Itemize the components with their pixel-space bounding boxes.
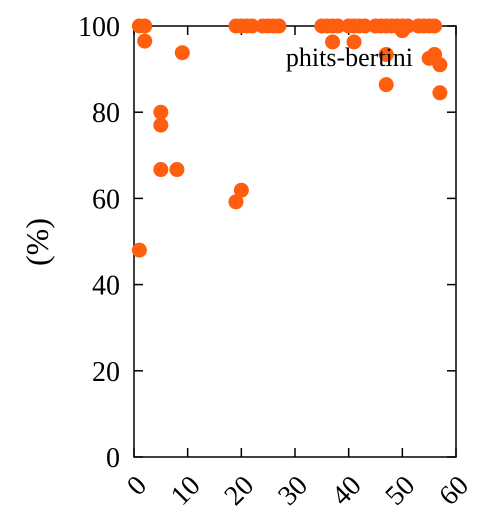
legend: phits-bertini (286, 43, 413, 72)
x-tick-label: 10 (165, 470, 207, 512)
x-tick-label: 20 (219, 470, 261, 512)
data-point (357, 18, 373, 34)
data-point (233, 182, 249, 198)
y-axis-label: (%) (19, 218, 55, 266)
data-point (153, 117, 169, 133)
data-point (271, 18, 287, 34)
y-tick-label: 80 (92, 98, 120, 129)
x-tick-label: 30 (272, 470, 314, 512)
plot-border (133, 25, 457, 458)
data-point (432, 85, 448, 101)
data-point (153, 104, 169, 120)
data-point (432, 57, 448, 73)
axis-ticks (133, 25, 457, 458)
data-point (330, 18, 346, 34)
data-point (325, 34, 341, 50)
plot-frame (133, 25, 457, 458)
data-point (346, 34, 362, 50)
data-point (169, 162, 185, 178)
data-point (137, 18, 153, 34)
data-points (131, 18, 448, 258)
legend-label: phits-bertini (286, 43, 413, 72)
data-point (378, 46, 394, 62)
y-tick-label: 60 (92, 184, 120, 215)
data-point (378, 77, 394, 93)
data-point (244, 18, 260, 34)
y-tick-label: 100 (78, 12, 120, 43)
data-point (137, 33, 153, 49)
tick-labels: 0 20 40 60 80 100 0 10 20 30 40 50 60 (78, 12, 475, 512)
data-point (174, 45, 190, 61)
data-point (131, 242, 147, 258)
y-tick-label: 20 (92, 357, 120, 388)
data-point (228, 194, 244, 210)
y-tick-label: 0 (106, 443, 120, 474)
data-point (400, 18, 416, 34)
x-tick-label: 0 (121, 470, 153, 502)
data-point (153, 162, 169, 178)
y-tick-label: 40 (92, 271, 120, 302)
x-tick-label: 60 (433, 470, 475, 512)
x-tick-label: 40 (326, 470, 368, 512)
x-tick-label: 50 (380, 470, 422, 512)
data-point (427, 18, 443, 34)
